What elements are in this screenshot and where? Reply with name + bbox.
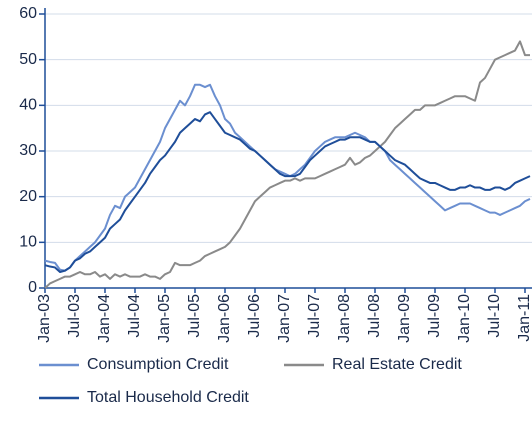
x-tick-label: Jul-03 <box>66 294 83 338</box>
x-tick-label: Jan-08 <box>336 294 353 343</box>
series-line <box>44 40 530 289</box>
x-tick-label: Jan-05 <box>156 294 173 343</box>
x-tick-label: Jan-11 <box>516 294 532 342</box>
x-tick-label: Jan-06 <box>216 294 233 343</box>
x-tick-label: Jan-03 <box>36 294 53 343</box>
x-tick-label: Jan-04 <box>96 294 113 343</box>
y-tick-label: 60 <box>19 5 37 22</box>
y-tick-label: 50 <box>19 51 37 68</box>
x-tick-label: Jan-10 <box>456 294 473 343</box>
legend-label: Total Household Credit <box>87 389 249 406</box>
series-line <box>44 111 531 274</box>
series-line <box>44 83 531 272</box>
x-tick-label: Jul-09 <box>426 294 443 338</box>
y-tick-label: 30 <box>19 142 37 159</box>
x-tick-label: Jul-08 <box>366 294 383 338</box>
x-tick-label: Jul-07 <box>306 294 323 338</box>
x-tick-label: Jan-07 <box>276 294 293 343</box>
x-tick-label: Jul-10 <box>486 294 503 338</box>
y-tick-label: 10 <box>19 234 37 251</box>
x-tick-label: Jul-06 <box>246 294 263 338</box>
y-tick-label: 40 <box>19 97 37 114</box>
x-tick-label: Jan-09 <box>396 294 413 343</box>
legend-label: Real Estate Credit <box>332 356 462 373</box>
y-tick-label: 0 <box>28 279 37 296</box>
x-tick-label: Jul-04 <box>126 294 143 338</box>
y-tick-label: 20 <box>19 188 37 205</box>
x-tick-label: Jul-05 <box>186 294 203 338</box>
legend-label: Consumption Credit <box>87 356 229 373</box>
